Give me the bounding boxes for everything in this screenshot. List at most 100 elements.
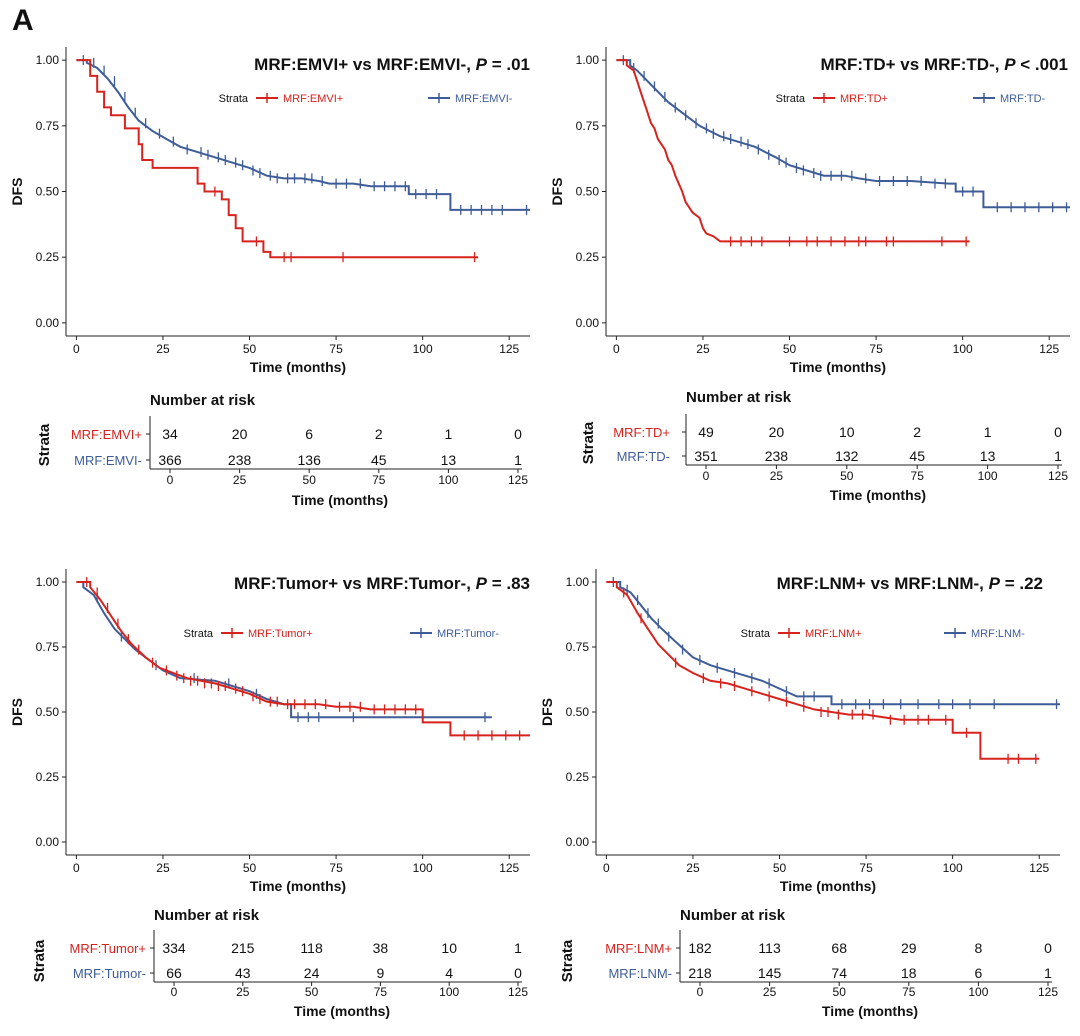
y-axis-label: DFS [539,698,555,726]
risk-x-tick-label: 125 [1038,985,1058,999]
risk-row-label: MRF:Tumor+ [70,941,146,956]
p-label: P [989,574,1001,593]
km-curve-positive [76,581,530,737]
p-value: = .22 [1000,574,1043,593]
risk-value: 1 [445,426,453,442]
x-tick-label: 0 [73,342,80,356]
risk-x-tick-label: 75 [911,469,925,483]
risk-value: 238 [228,452,252,468]
risk-table-title: Number at risk [686,389,792,406]
x-tick-label: 100 [413,342,433,356]
y-tick-label: 1.00 [36,53,60,67]
y-tick-label: 0.50 [36,185,60,199]
risk-x-tick-label: 75 [374,985,388,999]
risk-row-label: MRF:EMVI- [74,453,142,468]
risk-value: 238 [765,448,789,464]
chart-title-text: MRF:EMVI+ vs MRF:EMVI-, [254,55,475,74]
risk-table-4: Number at risk Strata MRF:LNM+ 182 113 68 29 8 0… [559,907,1058,1019]
x-tick-label: 25 [686,861,700,875]
risk-value: 351 [694,448,718,464]
risk-table-strata-label: Strata [580,421,597,464]
km-curve-negative [606,581,1060,706]
risk-x-tick-label: 25 [236,985,250,999]
legend-item-label: MRF:EMVI- [455,93,513,105]
risk-x-tick-label: 0 [703,469,710,483]
chart-title-text: MRF:LNM+ vs MRF:LNM-, [777,574,989,593]
y-tick-label: 0.00 [36,316,60,330]
risk-value: 1 [984,424,992,440]
x-tick-label: 25 [156,861,170,875]
risk-x-tick-label: 25 [233,473,247,487]
x-tick-label: 100 [953,342,973,356]
y-tick-label: 1.00 [566,575,590,589]
risk-value: 145 [758,965,782,981]
km-curve-positive [606,581,1040,760]
y-tick-label: 0.75 [36,119,60,133]
risk-value: 68 [831,940,847,956]
risk-value: 13 [980,448,996,464]
y-tick-label: 0.25 [36,770,60,784]
risk-row-label: MRF:TD+ [613,425,670,440]
risk-table-title: Number at risk [680,907,786,924]
y-tick-label: 1.00 [36,575,60,589]
risk-value: 20 [769,424,785,440]
km-panel-4: 0.00 0.25 0.50 0.75 1.00 0 25 50 75 100 125 Time (m… [539,569,1060,894]
risk-value: 0 [514,426,522,442]
risk-value: 18 [901,965,917,981]
y-tick-label: 0.00 [566,835,590,849]
risk-value: 20 [232,426,248,442]
x-tick-label: 25 [696,342,710,356]
risk-value: 215 [231,940,255,956]
risk-x-axis-label: Time (months) [822,1003,918,1019]
risk-value: 118 [300,940,323,956]
risk-value: 34 [162,426,178,442]
chart-title: MRF:TD+ vs MRF:TD-, P < .001 [821,55,1069,74]
y-axis-label: DFS [549,178,565,206]
risk-x-tick-label: 50 [833,985,847,999]
x-tick-label: 50 [243,342,257,356]
chart-title: MRF:Tumor+ vs MRF:Tumor-, P = .83 [234,574,530,593]
risk-x-tick-label: 50 [303,473,317,487]
x-tick-label: 50 [243,861,257,875]
x-axis-label: Time (months) [790,359,886,375]
km-panel-2: 0.00 0.25 0.50 0.75 1.00 0 25 50 75 100 125 Time (m… [549,47,1070,375]
risk-table-1: Number at risk Strata MRF:EMVI+ 34 20 6 2 1 0 MRF… [36,392,528,508]
x-tick-label: 25 [156,342,170,356]
risk-value: 0 [1054,424,1062,440]
risk-x-tick-label: 75 [902,985,916,999]
x-tick-label: 125 [1029,861,1049,875]
risk-value: 66 [166,965,182,981]
legend-item-label: MRF:Tumor+ [248,628,313,640]
risk-x-tick-label: 25 [770,469,784,483]
risk-value: 1 [514,940,522,956]
risk-row-label: MRF:TD- [617,449,670,464]
km-panel-1: 0.00 0.25 0.50 0.75 1.00 0 25 50 75 100 125 Time (m… [9,47,530,375]
y-tick-label: 0.25 [566,770,590,784]
risk-value: 132 [835,448,859,464]
p-value: < .001 [1016,55,1068,74]
x-axis-label: Time (months) [780,878,876,894]
y-tick-label: 0.50 [566,705,590,719]
km-curve-negative [616,59,1070,209]
x-tick-label: 0 [73,861,80,875]
risk-value: 4 [445,965,453,981]
risk-value: 8 [975,940,983,956]
x-tick-label: 100 [413,861,433,875]
x-tick-label: 75 [859,861,873,875]
legend-title: Strata [184,628,214,640]
y-axis-label: DFS [9,178,25,206]
risk-value: 2 [375,426,383,442]
legend-item-label: MRF:TD+ [840,93,888,105]
x-tick-label: 0 [603,861,610,875]
risk-row-label: MRF:LNM- [608,966,672,981]
risk-value: 43 [235,965,251,981]
risk-row-label: MRF:Tumor- [73,966,146,981]
risk-value: 1 [1054,448,1062,464]
legend-item-label: MRF:TD- [1000,93,1046,105]
risk-table-strata-label: Strata [36,423,53,466]
risk-value: 24 [304,965,320,981]
p-label: P [476,55,488,74]
x-tick-label: 0 [613,342,620,356]
risk-value: 45 [909,448,925,464]
